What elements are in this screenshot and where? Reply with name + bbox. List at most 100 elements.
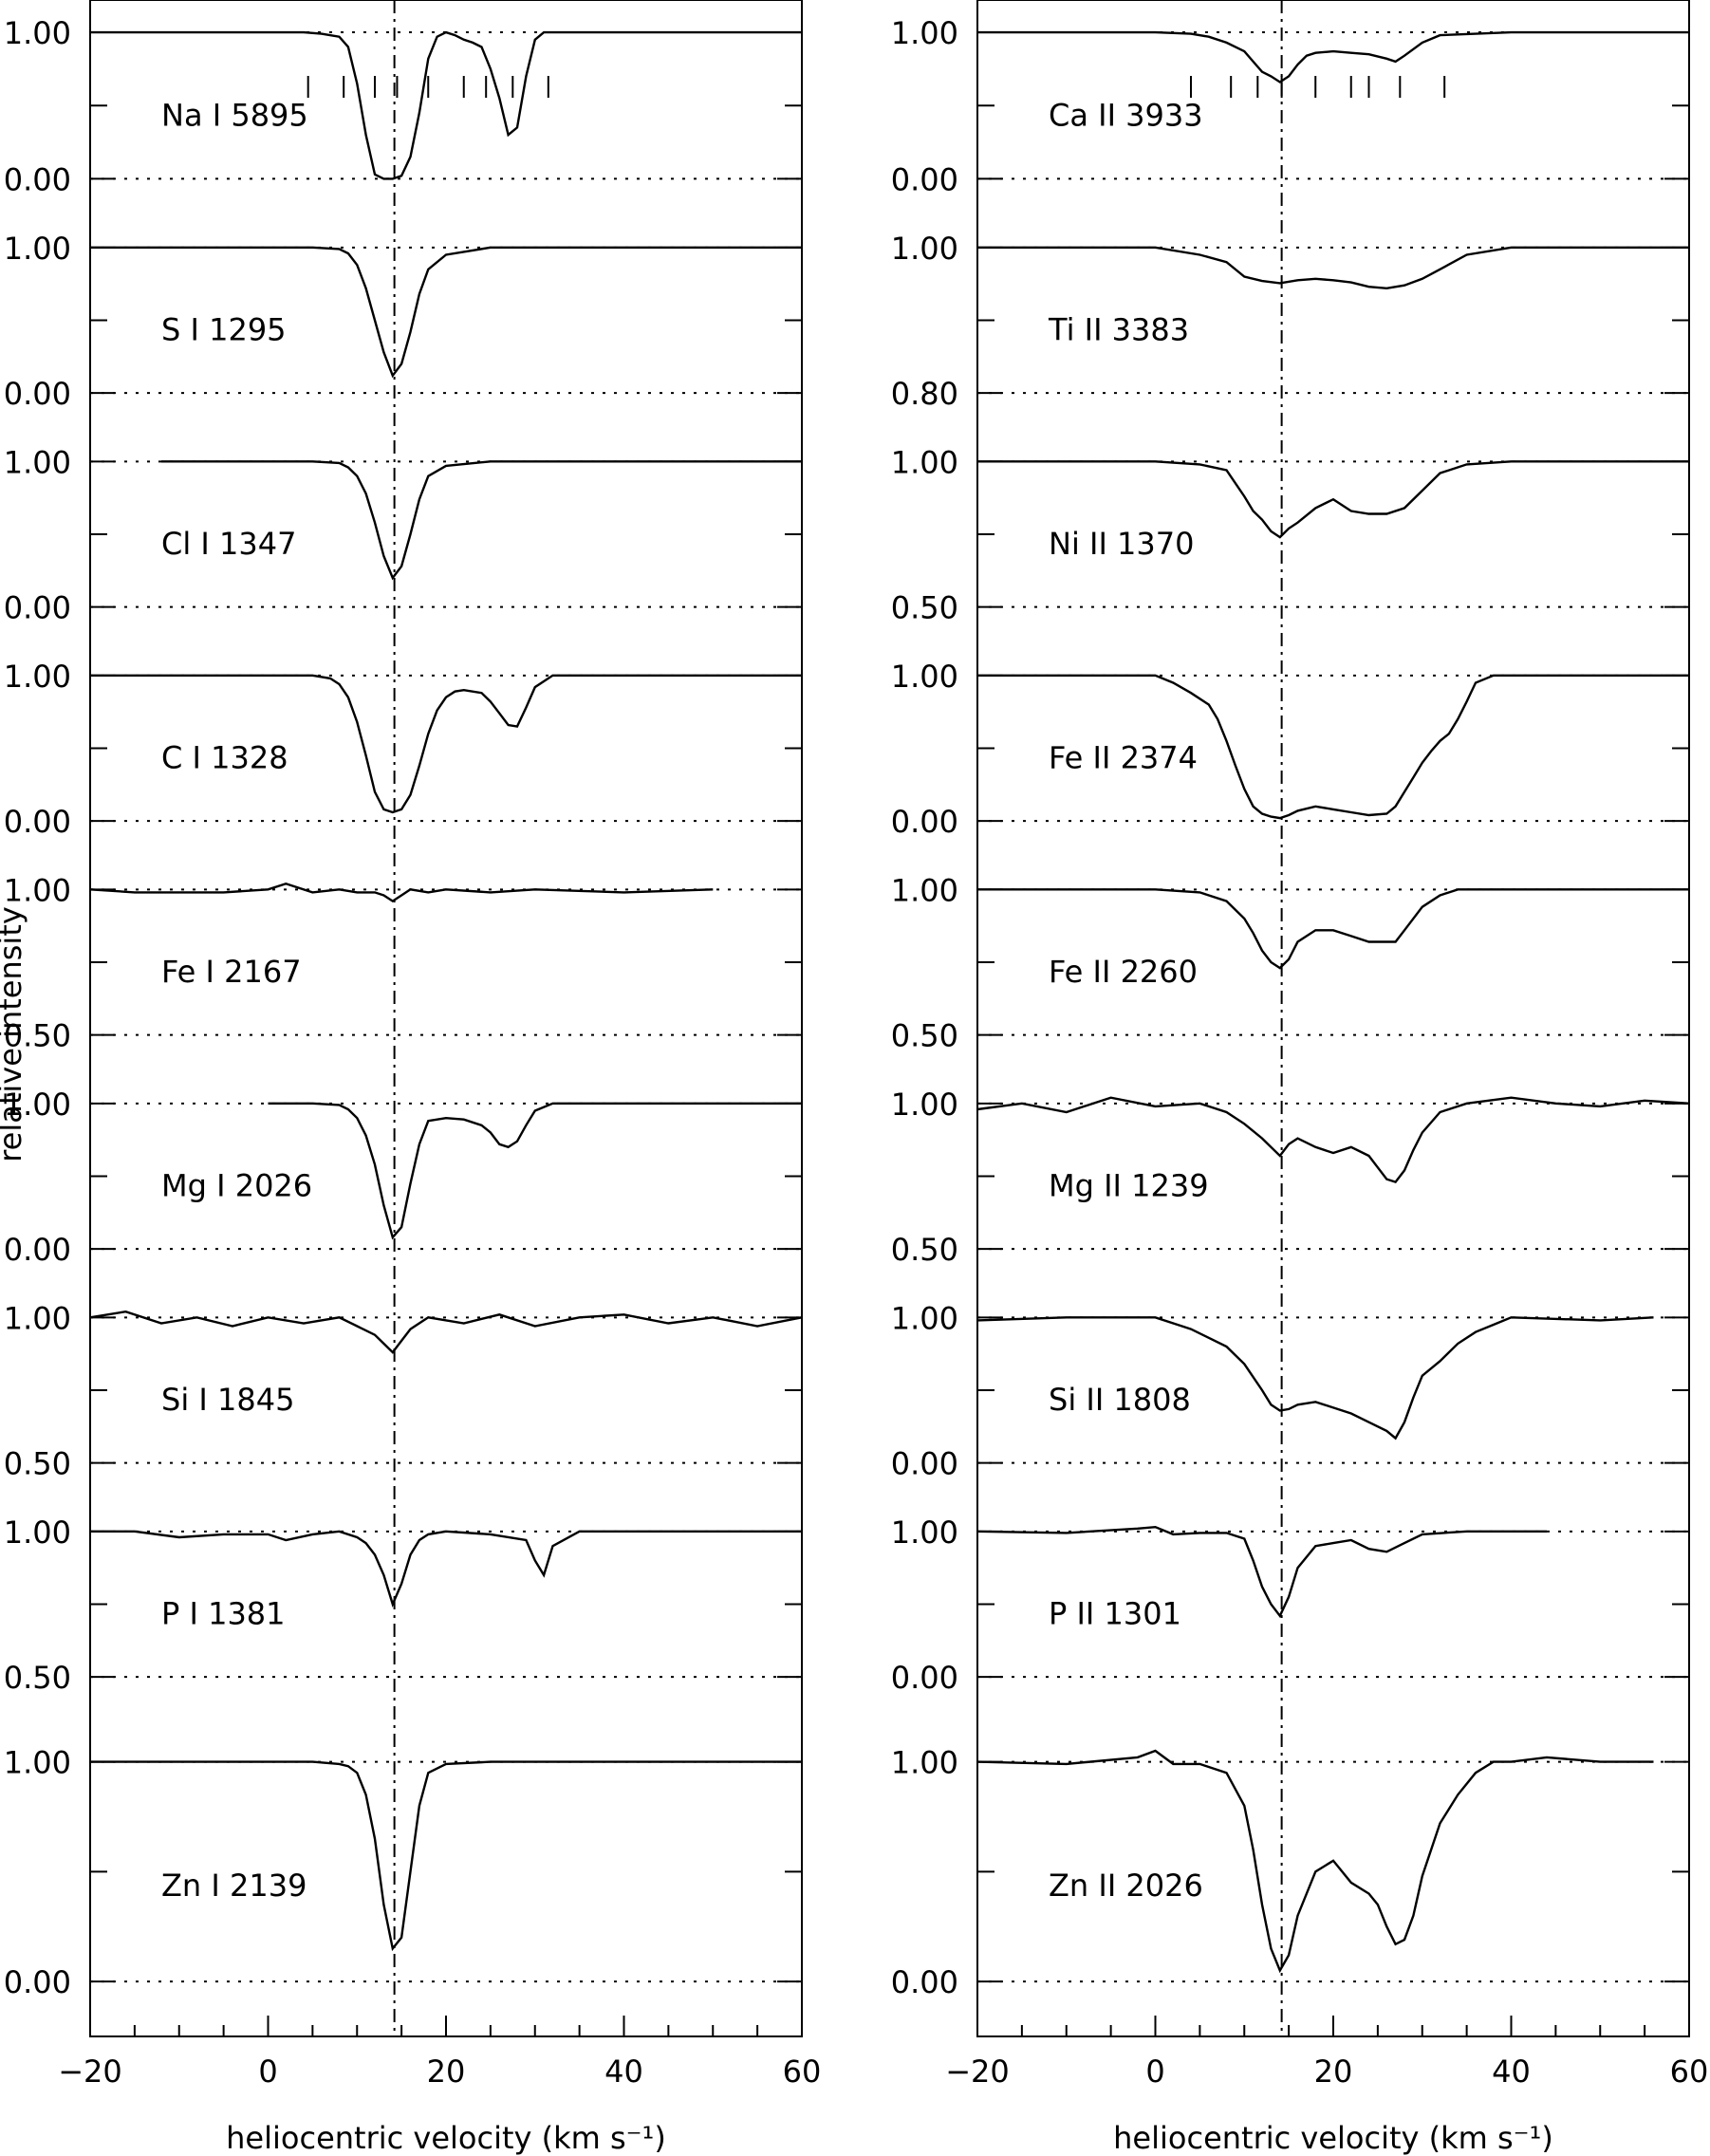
x-tick-label: 40 xyxy=(604,2054,643,2090)
spectrum-line xyxy=(90,30,802,180)
y-tick-label: 0.50 xyxy=(4,1446,71,1482)
spectrum-line xyxy=(90,246,802,379)
panel-label: Zn I 2139 xyxy=(161,1868,307,1904)
y-tick-label: 1.00 xyxy=(4,1745,71,1781)
x-tick-label: 60 xyxy=(783,2054,822,2090)
right-column: 0.00 1.00 Ca II 3933 0.80 1.00 Ti II 3383 0.50… xyxy=(891,0,1709,2156)
panel-label: Cl I 1347 xyxy=(161,526,296,562)
y-tick-label: 0.50 xyxy=(891,590,958,626)
panel-label: Fe II 2260 xyxy=(1049,954,1198,990)
y-tick-label: 0.00 xyxy=(4,376,71,412)
y-tick-label: 1.00 xyxy=(891,1087,958,1123)
panel-ni-ii-1370: 0.50 1.00 Ni II 1370 xyxy=(891,444,1689,626)
spectrum-line xyxy=(977,888,1689,970)
panel-label: Zn II 2026 xyxy=(1049,1868,1203,1904)
y-tick-label: 0.50 xyxy=(4,1660,71,1696)
panel-mg-ii-1239: 0.50 1.00 Mg II 1239 xyxy=(891,1087,1690,1268)
y-tick-label: 1.00 xyxy=(891,231,958,267)
panel-c-i-1328: 0.00 1.00 C I 1328 xyxy=(4,659,802,840)
panel-label: Ti II 3383 xyxy=(1048,312,1189,348)
left-column: 0.00 1.00 Na I 5895 0.00 1.00 S I 1295 0.00 1.0… xyxy=(4,0,822,2156)
y-tick-label: 0.00 xyxy=(4,590,71,626)
panel-mg-i-2026: 0.00 1.00 Mg I 2026 xyxy=(4,1087,802,1268)
x-tick-label: 60 xyxy=(1670,2054,1709,2090)
spectrum-line xyxy=(161,460,802,581)
panel-label: Na I 5895 xyxy=(161,97,308,133)
panel-na-i-5895: 0.00 1.00 Na I 5895 xyxy=(4,15,802,197)
y-tick-label: 1.00 xyxy=(4,231,71,267)
x-tick-label: 0 xyxy=(1145,2054,1164,2090)
y-tick-label: 0.00 xyxy=(4,161,71,197)
panel-zn-ii-2026: 0.00 1.00 Zn II 2026 xyxy=(891,1745,1689,2000)
panel-label: Mg I 2026 xyxy=(161,1168,312,1204)
y-tick-label: 1.00 xyxy=(4,15,71,51)
panel-fe-ii-2374: 0.00 1.00 Fe II 2374 xyxy=(891,659,1689,840)
y-tick-label: 0.50 xyxy=(891,1232,958,1268)
spectrum-line xyxy=(977,30,1689,84)
panel-label: Si I 1845 xyxy=(161,1382,294,1418)
panel-p-i-1381: 0.50 1.00 P I 1381 xyxy=(4,1515,802,1696)
panel-zn-i-2139: 0.00 1.00 Zn I 2139 xyxy=(4,1745,802,2000)
panel-label: P I 1381 xyxy=(161,1596,286,1632)
panel-ca-ii-3933: 0.00 1.00 Ca II 3933 xyxy=(891,15,1689,197)
spectrum-line xyxy=(977,460,1689,539)
y-tick-label: 0.00 xyxy=(891,1964,958,2000)
panel-p-ii-1301: 0.00 1.00 P II 1301 xyxy=(891,1515,1689,1696)
y-tick-label: 0.00 xyxy=(891,804,958,840)
panel-label: S I 1295 xyxy=(161,312,287,348)
spectrum-line xyxy=(976,1749,1654,1974)
y-tick-label: 0.00 xyxy=(891,1446,958,1482)
panel-label: Mg II 1239 xyxy=(1049,1168,1209,1204)
y-tick-label: 0.00 xyxy=(4,804,71,840)
y-tick-label: 1.00 xyxy=(891,15,958,51)
x-tick-label: −20 xyxy=(945,2054,1010,2090)
plot-frame xyxy=(89,0,803,2037)
spectrum-line xyxy=(90,1530,802,1608)
x-tick-label: 20 xyxy=(427,2054,466,2090)
panel-label: C I 1328 xyxy=(161,740,288,776)
y-tick-label: 1.00 xyxy=(4,1087,71,1123)
panel-si-i-1845: 0.50 1.00 Si I 1845 xyxy=(4,1300,803,1482)
x-tick-label: 20 xyxy=(1314,2054,1353,2090)
plot-frame xyxy=(976,0,1690,2037)
y-tick-label: 1.00 xyxy=(891,659,958,695)
y-tick-label: 0.00 xyxy=(891,1660,958,1696)
x-tick-label: −20 xyxy=(58,2054,122,2090)
y-axis-title: relative intensity xyxy=(0,906,28,1162)
panel-fe-i-2167: 0.50 1.00 Fe I 2167 xyxy=(4,872,802,1054)
y-tick-label: 1.00 xyxy=(4,1300,71,1336)
y-tick-label: 1.00 xyxy=(891,444,958,480)
y-tick-label: 0.80 xyxy=(891,376,958,412)
spectrum-line xyxy=(89,1310,803,1354)
y-tick-label: 1.00 xyxy=(891,1515,958,1551)
y-tick-label: 0.50 xyxy=(891,1018,958,1054)
y-tick-label: 1.00 xyxy=(891,1300,958,1336)
panel-label: Ni II 1370 xyxy=(1049,526,1194,562)
spectrum-line xyxy=(268,1102,802,1240)
spectrum-line xyxy=(976,1096,1690,1184)
y-tick-label: 1.00 xyxy=(4,444,71,480)
y-tick-label: 1.00 xyxy=(891,1745,958,1781)
panel-label: Ca II 3933 xyxy=(1049,97,1203,133)
x-tick-label: 0 xyxy=(258,2054,277,2090)
panel-cl-i-1347: 0.00 1.00 Cl I 1347 xyxy=(4,444,802,626)
panel-ti-ii-3383: 0.80 1.00 Ti II 3383 xyxy=(891,231,1689,412)
y-tick-label: 0.00 xyxy=(4,1232,71,1268)
y-tick-label: 1.00 xyxy=(4,872,71,908)
x-axis-title: heliocentric velocity (km s⁻¹) xyxy=(1113,2120,1553,2156)
panel-si-ii-1808: 0.00 1.00 Si II 1808 xyxy=(891,1300,1689,1482)
panel-label: Si II 1808 xyxy=(1049,1382,1191,1418)
x-tick-label: 40 xyxy=(1492,2054,1531,2090)
spectrum-line xyxy=(89,882,714,903)
spectrum-line xyxy=(90,1760,802,1952)
y-tick-label: 0.00 xyxy=(891,161,958,197)
panel-label: Fe I 2167 xyxy=(161,954,302,990)
y-tick-label: 1.00 xyxy=(4,1515,71,1551)
panel-label: Fe II 2374 xyxy=(1049,740,1198,776)
y-tick-label: 0.00 xyxy=(4,1964,71,2000)
panel-fe-ii-2260: 0.50 1.00 Fe II 2260 xyxy=(891,872,1689,1054)
y-tick-label: 0.50 xyxy=(4,1018,71,1054)
spectrum-line xyxy=(976,1316,1654,1440)
panel-s-i-1295: 0.00 1.00 S I 1295 xyxy=(4,231,802,412)
